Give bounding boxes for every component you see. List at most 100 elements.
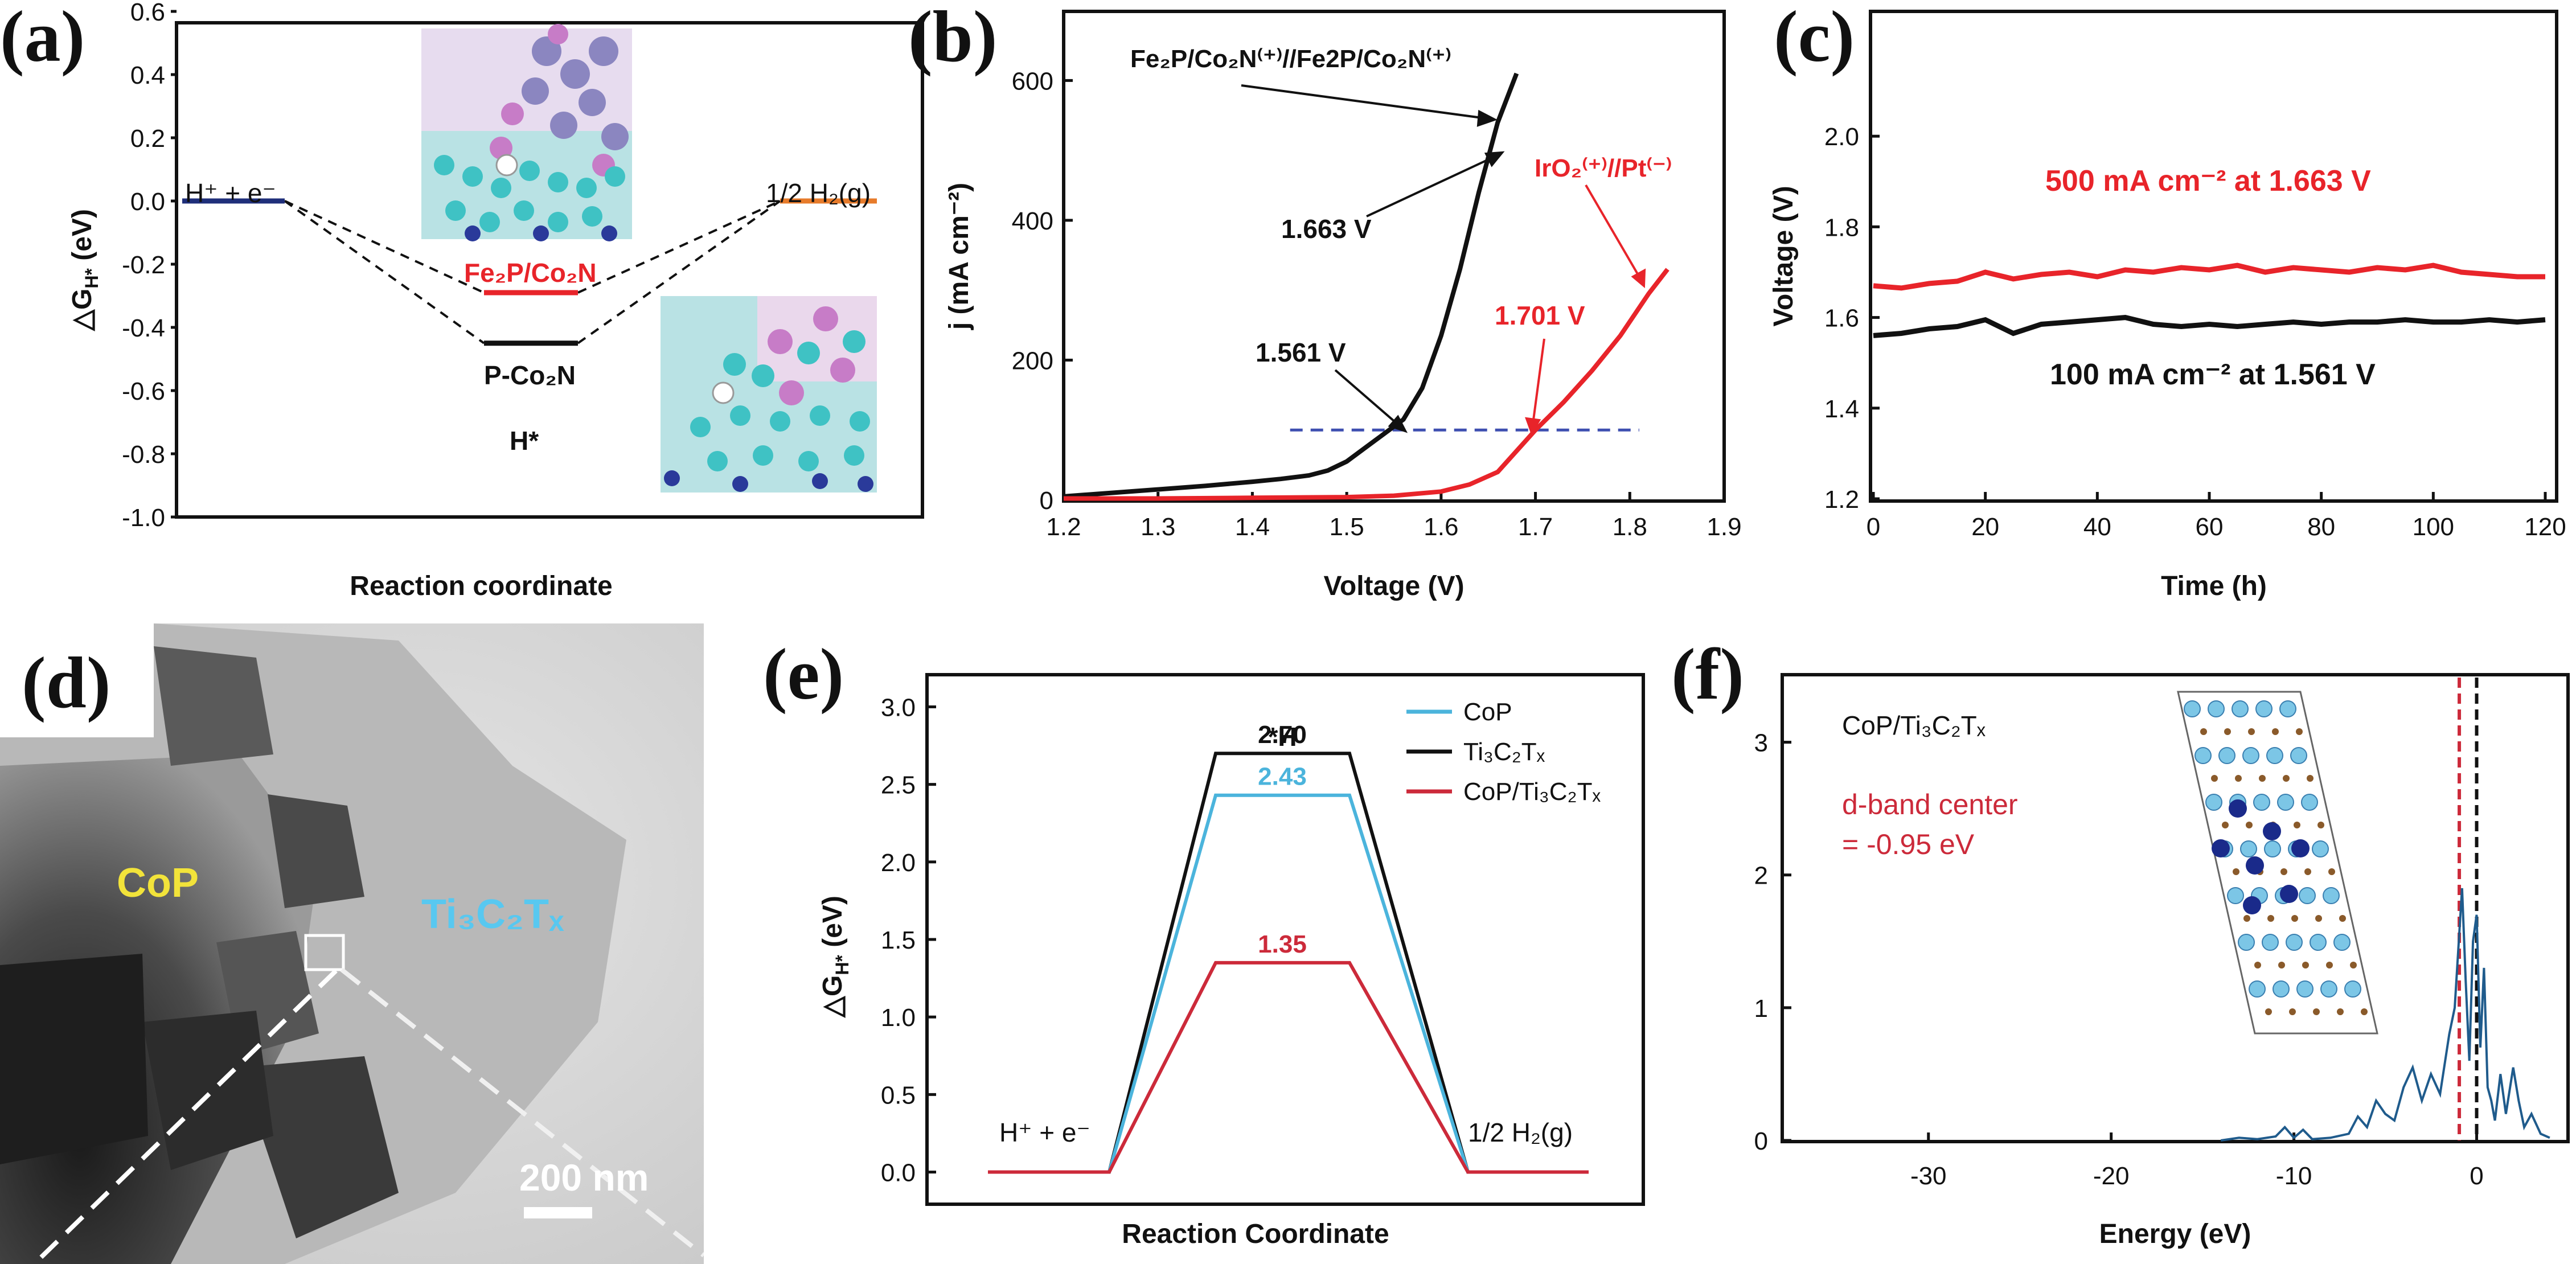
crystal-atom bbox=[2224, 728, 2231, 735]
a-ytick-label: 0.6 bbox=[130, 0, 165, 26]
crystal-atom bbox=[2264, 840, 2281, 857]
crystal-atom bbox=[2301, 794, 2318, 811]
c-ytick-label: 2.0 bbox=[1824, 123, 1859, 151]
crystal-atom bbox=[2246, 856, 2264, 875]
f-xtick-label: -20 bbox=[2093, 1162, 2130, 1190]
crystal-atom bbox=[2320, 980, 2337, 998]
a-connector bbox=[284, 200, 485, 294]
e-legend-label: CoP/Ti₃C₂Tₓ bbox=[1463, 778, 1601, 806]
crystal-atom bbox=[2249, 980, 2266, 998]
crystal-structure-illustration bbox=[2177, 691, 2378, 1035]
f-xtick-label: -30 bbox=[1910, 1162, 1947, 1190]
e-label-end: 1/2 H₂(g) bbox=[1468, 1118, 1573, 1147]
tem-image bbox=[0, 623, 704, 1264]
a-connector bbox=[577, 200, 781, 294]
crystal-atom bbox=[2235, 775, 2242, 782]
b-label-1701: 1.701 V bbox=[1495, 301, 1585, 330]
crystal-atom bbox=[2310, 934, 2327, 951]
e-ytick-label: 3.0 bbox=[881, 693, 916, 721]
crystal-atom bbox=[2291, 839, 2310, 857]
crystal-atom bbox=[2211, 775, 2218, 782]
crystal-atom bbox=[2296, 980, 2314, 998]
tem-panel-label: (d) bbox=[22, 642, 111, 723]
crystal-atom bbox=[2337, 1008, 2344, 1015]
crystal-atom bbox=[2218, 747, 2235, 764]
b-series-fe2p bbox=[1063, 72, 1519, 499]
e-peak-label: 1.35 bbox=[1258, 930, 1307, 958]
crystal-atom bbox=[2296, 728, 2303, 735]
crystal-atom bbox=[2238, 934, 2255, 951]
crystal-atom bbox=[2328, 868, 2335, 875]
e-legend-label: CoP bbox=[1463, 698, 1512, 726]
b-label-1561: 1.561 V bbox=[1256, 338, 1346, 367]
crystal-atom bbox=[2302, 962, 2309, 968]
crystal-atom bbox=[2280, 885, 2298, 903]
c-xtick-label: 20 bbox=[1971, 513, 1999, 541]
a-ytick-label: -0.4 bbox=[122, 314, 165, 342]
e-ytick-label: 0.0 bbox=[881, 1159, 916, 1187]
f-label-dband: d-band center bbox=[1842, 789, 2018, 820]
crystal-atom bbox=[2263, 822, 2281, 840]
a-ytick-label: 0.2 bbox=[130, 125, 165, 153]
b-ytick-label: 200 bbox=[1012, 347, 1053, 375]
b-label-red-series: IrO₂⁽⁺⁾//Pt⁽⁻⁾ bbox=[1535, 154, 1672, 182]
b-arrows bbox=[1241, 84, 1505, 433]
crystal-atom bbox=[2251, 887, 2268, 904]
tem-label-cop: CoP bbox=[117, 860, 199, 906]
tem-label-ti3c2tx: Ti₃C₂Tₓ bbox=[421, 892, 564, 937]
crystal-atom bbox=[2262, 934, 2279, 951]
crystal-atom bbox=[2283, 775, 2290, 782]
crystal-atom bbox=[2361, 1008, 2368, 1015]
tem-micrograph: (d) CoP Ti₃C₂Tₓ 200 nm bbox=[0, 623, 704, 1264]
crystal-atom bbox=[2344, 980, 2361, 998]
b-xtick-label: 1.8 bbox=[1613, 513, 1647, 541]
crystal-atom bbox=[2323, 887, 2340, 904]
c-xtick-label: 100 bbox=[2413, 513, 2454, 541]
a-xlabel: Reaction coordinate bbox=[350, 571, 612, 601]
e-legend-label: Ti₃C₂Tₓ bbox=[1463, 738, 1545, 766]
c-xtick-label: 60 bbox=[2196, 513, 2224, 541]
crystal-atom bbox=[2194, 747, 2212, 764]
panel-label-a: (a) bbox=[0, 0, 85, 77]
crystal-atom bbox=[2208, 700, 2225, 717]
c-ytick-label: 1.4 bbox=[1824, 395, 1859, 423]
crystal-atom bbox=[2205, 794, 2222, 811]
b-xtick-label: 1.3 bbox=[1141, 513, 1175, 541]
f-label-dband-value: = -0.95 eV bbox=[1842, 828, 1975, 860]
crystal-atom bbox=[2270, 822, 2276, 828]
crystal-atom bbox=[2279, 700, 2296, 717]
a-connector bbox=[284, 200, 485, 344]
a-label-pco2n: P-Co₂N bbox=[484, 360, 576, 390]
a-label-start: H⁺ + e⁻ bbox=[185, 178, 276, 208]
crystal-atom bbox=[2248, 728, 2255, 735]
crystal-atom bbox=[2299, 887, 2316, 904]
chart-b-frame bbox=[1062, 10, 1726, 503]
b-xtick-label: 1.6 bbox=[1424, 513, 1458, 541]
b-xtick-label: 1.4 bbox=[1235, 513, 1270, 541]
crystal-atom bbox=[2313, 1008, 2320, 1015]
crystal-atom bbox=[2229, 799, 2247, 818]
crystal-atom bbox=[2227, 887, 2244, 904]
f-ytick-label: 1 bbox=[1754, 995, 1768, 1023]
f-label-title: CoP/Ti₃C₂Tₓ bbox=[1842, 711, 1986, 740]
crystal-atom bbox=[2243, 896, 2261, 914]
crystal-atom bbox=[2278, 962, 2285, 968]
panel-label-e: (e) bbox=[763, 634, 844, 715]
b-xtick-label: 1.7 bbox=[1518, 513, 1553, 541]
crystal-atom bbox=[2254, 962, 2261, 968]
c-ytick-label: 1.8 bbox=[1824, 214, 1859, 241]
c-ytick-label: 1.6 bbox=[1824, 305, 1859, 333]
crystal-atom bbox=[2312, 840, 2329, 857]
e-label-top: *H bbox=[1268, 722, 1297, 752]
a-ytick-label: 0.4 bbox=[130, 61, 165, 89]
e-xlabel: Reaction Coordinate bbox=[1122, 1219, 1389, 1249]
c-ylabel: Voltage (V) bbox=[1769, 186, 1799, 326]
a-label-fe2p: Fe₂P/Co₂N bbox=[464, 258, 597, 288]
b-ylabel: j (mA cm⁻²) bbox=[944, 183, 974, 330]
a-ytick-label: -0.8 bbox=[122, 441, 165, 469]
crystal-atom bbox=[2216, 840, 2233, 857]
c-xtick-label: 0 bbox=[1867, 513, 1880, 541]
f-ytick-label: 3 bbox=[1754, 729, 1768, 757]
a-ytick-label: -1.0 bbox=[122, 504, 165, 532]
e-label-start: H⁺ + e⁻ bbox=[999, 1118, 1090, 1147]
